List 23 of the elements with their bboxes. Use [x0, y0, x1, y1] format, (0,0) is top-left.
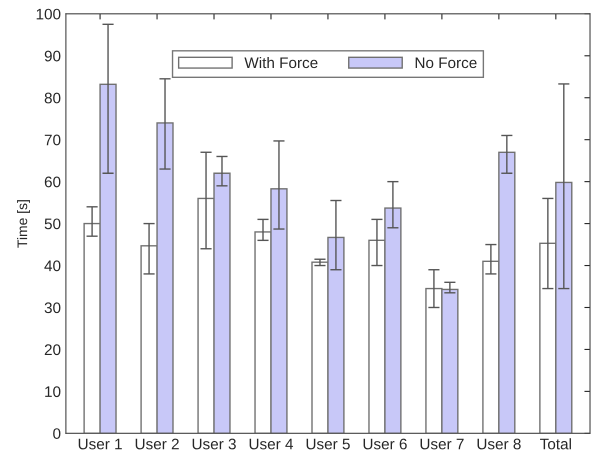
x-tick-label: User 5 — [306, 438, 350, 450]
y-tick-label: 10 — [45, 386, 60, 398]
x-tick-label: User 1 — [78, 438, 122, 450]
x-tick-label: User 2 — [136, 438, 179, 450]
y-tick-label: 60 — [44, 176, 60, 188]
x-tick-label: User 7 — [420, 438, 464, 450]
y-tick-label: 70 — [44, 134, 60, 146]
y-tick-label: 40 — [44, 260, 60, 272]
legend-label: No Force — [416, 58, 477, 68]
y-axis-title: Time [s] — [17, 200, 30, 248]
x-tick-label: User 6 — [364, 438, 407, 450]
y-tick-label: 50 — [44, 218, 60, 230]
y-tick-label: 20 — [44, 344, 60, 356]
y-tick-label: 80 — [44, 92, 60, 104]
x-tick-label: User 4 — [250, 438, 294, 450]
y-tick-label: 100 — [36, 8, 60, 20]
x-tick-label: Total — [540, 438, 571, 450]
legend-label: With Force — [244, 56, 318, 68]
x-tick-label: User 8 — [478, 438, 521, 450]
x-tick-label: User 3 — [192, 438, 236, 450]
y-tick-label: 30 — [44, 302, 60, 314]
y-tick-label: 0 — [53, 428, 60, 440]
y-tick-label: 90 — [44, 50, 60, 62]
